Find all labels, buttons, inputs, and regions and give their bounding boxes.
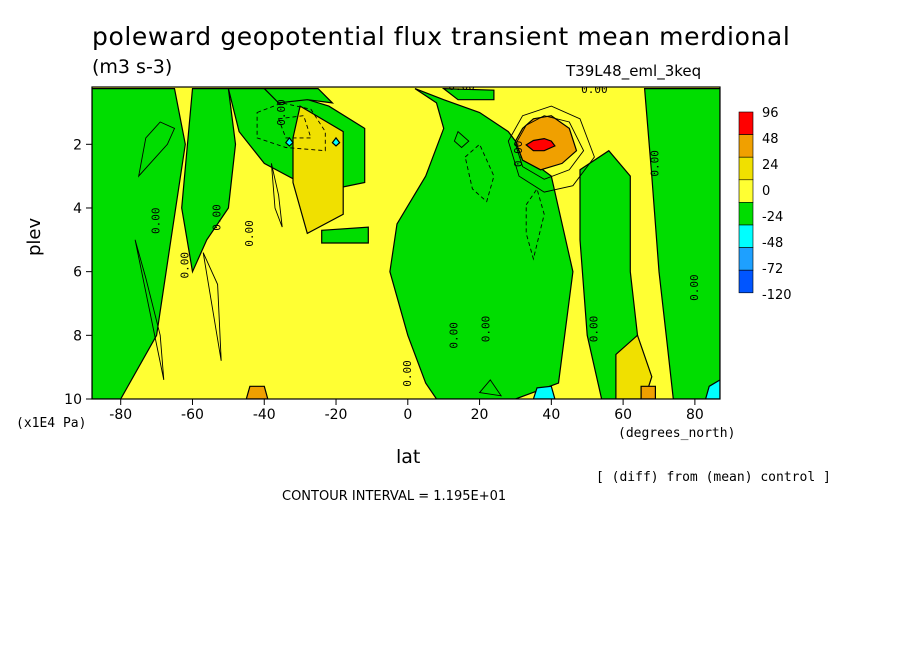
contour-label: 0.00: [480, 316, 493, 343]
colorbar-swatch: [738, 202, 754, 226]
colorbar-label: -120: [762, 288, 792, 303]
colorbar: 96 48 24 0 -24 -48 -72 -120: [738, 106, 792, 303]
strong-negative-region: [704, 379, 720, 399]
contour-label: 0.00: [178, 252, 191, 279]
colorbar-swatch: [738, 179, 754, 203]
negative-region: [389, 88, 574, 399]
x-tick-label: -40: [253, 407, 276, 423]
contour-label: 0.00: [401, 360, 414, 387]
x-tick-label: -80: [109, 407, 132, 423]
moderate-positive-region: [640, 385, 657, 399]
contour-label: 0.00: [581, 83, 608, 96]
negative-contour-line: [464, 143, 495, 203]
plot-frame: [91, 86, 721, 400]
contour-interval: CONTOUR INTERVAL = 1.195E+01: [282, 489, 507, 504]
strong-negative-region: [532, 385, 556, 399]
colorbar-swatch: [738, 111, 754, 135]
contour-label: 0.00: [448, 80, 475, 93]
x-tick-label: -20: [325, 407, 348, 423]
x-axis-label: lat: [396, 446, 421, 468]
y-tick-label: 4: [73, 201, 82, 217]
contour-label: 0.00: [150, 207, 163, 234]
y-tick-label: 10: [64, 392, 82, 408]
x-tick-label: 60: [614, 407, 632, 423]
y-tick-label: 6: [73, 265, 82, 281]
y-tick-label: 2: [73, 137, 82, 153]
contour-label: 0.00: [512, 141, 525, 168]
contour-label: 0.00: [243, 220, 256, 247]
y-tick-label: 8: [73, 328, 82, 344]
y-axis-units: (x1E4 Pa): [16, 416, 87, 431]
negative-region: [321, 226, 369, 244]
positive-contour-line: [507, 105, 595, 193]
colorbar-label: -72: [762, 262, 783, 277]
negative-region: [262, 87, 335, 104]
negative-contour-line: [277, 115, 312, 139]
colorbar-swatch: [738, 134, 754, 158]
difference-note: [ (diff) from (mean) control ]: [596, 470, 831, 485]
positive-contour-line: [202, 252, 222, 361]
contour-label: 0.00: [648, 150, 661, 177]
negative-region: [441, 87, 495, 101]
colorbar-label: -48: [762, 236, 783, 251]
chart-title: poleward geopotential flux transient mea…: [92, 22, 791, 51]
positive-contour-line: [478, 379, 503, 397]
plot-axes: -80 -60 -40 -20 0 20 40 60 80 2 4 6 8 10: [64, 86, 721, 423]
contour-label: 0.00: [688, 274, 701, 301]
contour-label: 0.00: [275, 99, 288, 126]
x-tick-label: -60: [181, 407, 204, 423]
chart-units: (m3 s-3): [92, 56, 173, 78]
colorbar-label: 24: [762, 158, 779, 173]
run-label: T39L48_eml_3keq: [566, 62, 702, 80]
colorbar-label: 48: [762, 132, 779, 147]
negative-region: [92, 87, 186, 399]
positive-contour-line: [515, 115, 585, 180]
x-tick-label: 40: [542, 407, 560, 423]
moderate-positive-region: [245, 385, 269, 399]
contour-label: 0.00: [211, 204, 224, 231]
negative-region: [643, 87, 720, 399]
strong-negative-region: [331, 136, 341, 147]
colorbar-label: -24: [762, 210, 783, 225]
negative-contour-line: [525, 187, 545, 261]
contour-label: 0.00: [447, 322, 460, 349]
colorbar-swatch: [738, 156, 754, 181]
strong-negative-region: [284, 136, 294, 147]
x-axis-units: (degrees_north): [618, 426, 736, 441]
filled-contours: 0.00 0.00 0.00 0.00 0.00 0.00 0.00 0.00 0.00 0.00…: [92, 80, 720, 399]
positive-contour-line: [134, 239, 165, 380]
colorbar-swatch: [738, 269, 754, 294]
colorbar-label: 0: [762, 184, 770, 199]
contour-label: 0.00: [587, 316, 600, 343]
colorbar-swatch: [738, 224, 754, 248]
positive-contour-line: [453, 130, 470, 149]
positive-contour-line: [137, 121, 176, 178]
colorbar-swatch: [738, 247, 754, 271]
colorbar-label: 96: [762, 106, 779, 121]
negative-contour-line: [256, 102, 326, 152]
x-tick-label: 0: [403, 407, 412, 423]
positive-contour-line: [270, 163, 283, 228]
negative-region: [181, 87, 237, 274]
strong-positive-region: [525, 137, 556, 152]
x-tick-label: 20: [471, 407, 489, 423]
x-tick-label: 80: [686, 407, 704, 423]
